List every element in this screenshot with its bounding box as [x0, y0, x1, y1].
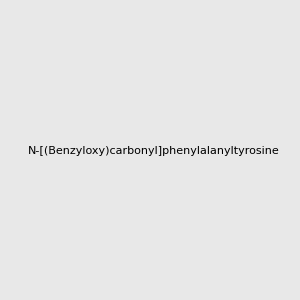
- Text: N-[(Benzyloxy)carbonyl]phenylalanyltyrosine: N-[(Benzyloxy)carbonyl]phenylalanyltyros…: [28, 146, 280, 157]
